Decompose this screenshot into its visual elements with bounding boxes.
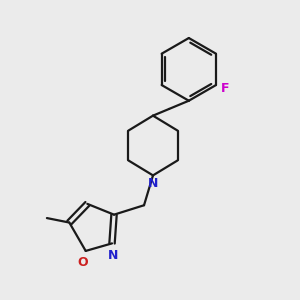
Text: N: N (108, 249, 119, 262)
Text: F: F (221, 82, 230, 94)
Text: O: O (77, 256, 88, 269)
Text: N: N (148, 177, 158, 190)
